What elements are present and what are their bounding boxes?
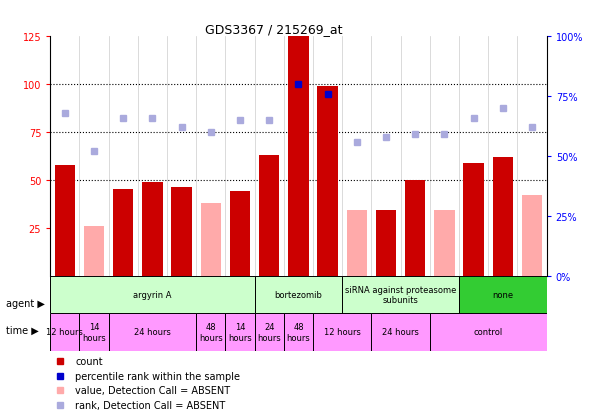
Bar (522, 196, 543, 276)
Bar (109, 313, 196, 351)
Bar (459, 276, 547, 313)
Bar (225, 313, 255, 351)
Bar (142, 182, 163, 276)
Bar (376, 211, 397, 276)
Bar (200, 203, 221, 276)
Bar (284, 313, 313, 351)
Text: bortezomib: bortezomib (274, 290, 323, 299)
Bar (84, 226, 104, 276)
Bar (50, 276, 255, 313)
Bar (113, 190, 134, 276)
Text: 24 hours: 24 hours (134, 328, 171, 337)
Text: 14
hours: 14 hours (228, 323, 252, 342)
Bar (288, 37, 309, 276)
Text: 14
hours: 14 hours (82, 323, 106, 342)
Text: 48
hours: 48 hours (199, 323, 223, 342)
Bar (255, 276, 342, 313)
Bar (347, 211, 367, 276)
Text: control: control (473, 328, 503, 337)
Bar (50, 313, 79, 351)
Bar (230, 192, 250, 276)
Bar (79, 313, 109, 351)
Text: percentile rank within the sample: percentile rank within the sample (75, 371, 240, 381)
Text: siRNA against proteasome
subunits: siRNA against proteasome subunits (345, 285, 456, 304)
Bar (255, 313, 284, 351)
Text: 12 hours: 12 hours (324, 328, 361, 337)
Bar (405, 180, 426, 276)
Bar (372, 313, 430, 351)
Text: agent ▶: agent ▶ (6, 299, 45, 309)
Bar (430, 313, 547, 351)
Bar (342, 276, 459, 313)
Text: 48
hours: 48 hours (287, 323, 310, 342)
Bar (259, 156, 280, 276)
Bar (196, 313, 225, 351)
Text: none: none (492, 290, 514, 299)
Bar (171, 188, 192, 276)
Text: rank, Detection Call = ABSENT: rank, Detection Call = ABSENT (75, 400, 225, 410)
Text: time ▶: time ▶ (6, 325, 38, 335)
Bar (463, 163, 484, 276)
Bar (434, 211, 454, 276)
Text: count: count (75, 356, 103, 366)
Text: 12 hours: 12 hours (47, 328, 83, 337)
Text: 24 hours: 24 hours (382, 328, 419, 337)
Text: 24
hours: 24 hours (257, 323, 281, 342)
Title: GDS3367 / 215269_at: GDS3367 / 215269_at (205, 23, 342, 36)
Bar (54, 165, 75, 276)
Bar (313, 313, 372, 351)
Bar (493, 157, 513, 276)
Text: argyrin A: argyrin A (133, 290, 172, 299)
Text: value, Detection Call = ABSENT: value, Detection Call = ABSENT (75, 385, 230, 395)
Bar (317, 87, 338, 276)
